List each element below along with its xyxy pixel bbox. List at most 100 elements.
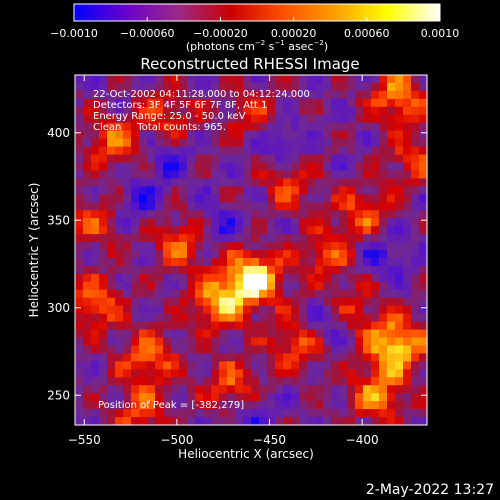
heatmap-pixel <box>371 313 380 323</box>
heatmap-pixel <box>315 154 324 164</box>
heatmap-pixel <box>179 154 188 164</box>
heatmap-pixel <box>107 154 116 164</box>
heatmap-pixel <box>379 130 388 140</box>
heatmap-pixel <box>355 257 364 267</box>
heatmap-pixel <box>331 417 340 426</box>
heatmap-pixel <box>355 385 364 394</box>
heatmap-pixel <box>131 106 140 116</box>
heatmap-pixel <box>139 122 148 132</box>
info-line-detectors: Detectors: 3F 4F 5F 6F 7F 8F, Att 1 <box>93 100 267 111</box>
heatmap-pixel <box>355 138 364 148</box>
heatmap-pixel <box>107 162 116 172</box>
heatmap-pixel <box>107 409 116 418</box>
heatmap-pixel <box>275 345 284 354</box>
heatmap-pixel <box>83 417 92 426</box>
heatmap-pixel <box>83 305 92 315</box>
heatmap-pixel <box>107 82 116 92</box>
heatmap-pixel <box>379 178 388 187</box>
heatmap-pixel <box>227 138 236 148</box>
heatmap-pixel <box>371 250 380 259</box>
heatmap-pixel <box>227 210 236 219</box>
heatmap-pixel <box>163 361 172 370</box>
heatmap-pixel <box>187 353 196 362</box>
heatmap-pixel <box>131 146 140 156</box>
heatmap-pixel <box>243 401 252 410</box>
heatmap-pixel <box>203 385 212 394</box>
heatmap-pixel <box>155 329 164 339</box>
heatmap-pixel <box>363 186 372 195</box>
heatmap-pixel <box>323 218 332 227</box>
heatmap-pixel <box>387 186 396 195</box>
heatmap-pixel <box>163 186 172 195</box>
heatmap-pixel <box>219 345 228 354</box>
heatmap-pixel <box>291 313 300 323</box>
heatmap-pixel <box>323 409 332 418</box>
heatmap-pixel <box>387 138 396 148</box>
heatmap-pixel <box>131 122 140 132</box>
heatmap-pixel <box>307 250 316 259</box>
heatmap-pixel <box>131 313 140 323</box>
heatmap-pixel <box>139 138 148 148</box>
heatmap-pixel <box>419 218 428 227</box>
heatmap-pixel <box>403 273 412 283</box>
heatmap-pixel <box>259 393 268 402</box>
heatmap-pixel <box>211 106 220 116</box>
heatmap-pixel <box>395 281 404 291</box>
heatmap-pixel <box>179 75 188 84</box>
heatmap-pixel <box>179 178 188 187</box>
heatmap-pixel <box>203 305 212 315</box>
heatmap-pixel <box>171 265 180 275</box>
heatmap-pixel <box>155 297 164 307</box>
heatmap-pixel <box>99 409 108 418</box>
heatmap-pixel <box>187 162 196 172</box>
heatmap-pixel <box>347 313 356 323</box>
heatmap-pixel <box>331 250 340 259</box>
heatmap-pixel <box>195 369 204 378</box>
heatmap-pixel <box>371 385 380 394</box>
heatmap-pixel <box>387 210 396 219</box>
heatmap-pixel <box>187 265 196 275</box>
heatmap-pixel <box>83 257 92 267</box>
heatmap-pixel <box>403 82 412 92</box>
heatmap-pixel <box>227 90 236 100</box>
heatmap-pixel <box>371 138 380 148</box>
heatmap-pixel <box>139 353 148 362</box>
heatmap-pixel <box>187 361 196 370</box>
heatmap-pixel <box>307 186 316 195</box>
heatmap-pixel <box>275 361 284 370</box>
heatmap-pixel <box>155 210 164 219</box>
heatmap-pixel <box>107 210 116 219</box>
heatmap-pixel <box>339 218 348 227</box>
heatmap-pixel <box>195 82 204 92</box>
heatmap-pixel <box>107 385 116 394</box>
heatmap-pixel <box>83 329 92 339</box>
heatmap-pixel <box>371 218 380 227</box>
heatmap-pixel <box>187 337 196 347</box>
heatmap-pixel <box>323 98 332 108</box>
heatmap-pixel <box>251 337 260 347</box>
heatmap-pixel <box>307 202 316 211</box>
heatmap-pixel <box>139 162 148 172</box>
heatmap-pixel <box>283 353 292 362</box>
heatmap-pixel <box>187 345 196 354</box>
heatmap-pixel <box>179 234 188 243</box>
heatmap-pixel <box>251 186 260 195</box>
heatmap-pixel <box>299 154 308 164</box>
heatmap-pixel <box>251 98 260 108</box>
heatmap-pixel <box>91 417 100 426</box>
heatmap-pixel <box>91 369 100 378</box>
heatmap-pixel <box>371 170 380 179</box>
heatmap-pixel <box>419 154 428 164</box>
heatmap-pixel <box>355 122 364 132</box>
heatmap-pixel <box>155 257 164 267</box>
heatmap-pixel <box>195 313 204 323</box>
heatmap-pixel <box>171 138 180 148</box>
heatmap-pixel <box>179 273 188 283</box>
heatmap-pixel <box>123 98 132 108</box>
heatmap-pixel <box>195 385 204 394</box>
heatmap-pixel <box>283 82 292 92</box>
heatmap-pixel <box>339 385 348 394</box>
heatmap-pixel <box>299 106 308 116</box>
heatmap-pixel <box>171 98 180 108</box>
heatmap-pixel <box>331 90 340 100</box>
